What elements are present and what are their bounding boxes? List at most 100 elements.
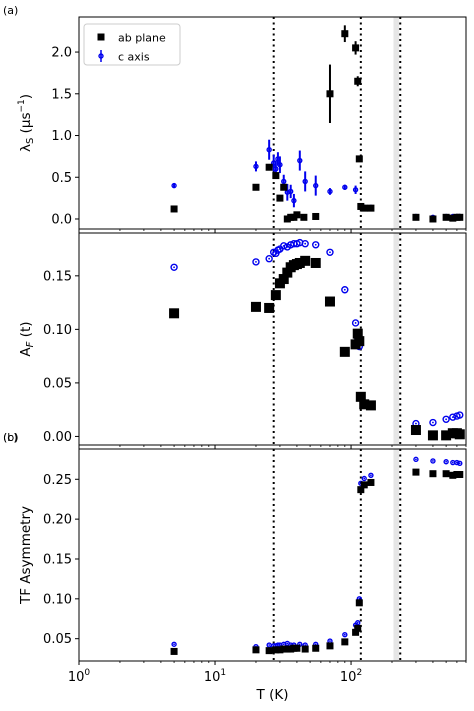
data-point-c [342, 631, 348, 638]
shaded-band [393, 17, 399, 229]
data-point-c-center [458, 414, 461, 416]
data-point-c [454, 459, 460, 466]
data-point-c-center [173, 643, 175, 646]
data-point-c-center [445, 460, 448, 463]
y-tick-label: 0.05 [43, 632, 72, 647]
shaded-band [393, 233, 399, 445]
data-point-ab [449, 214, 457, 222]
data-point-ab [441, 430, 452, 441]
legend-box [83, 23, 181, 66]
data-point-c-center [329, 190, 331, 193]
data-point-c-center [304, 180, 307, 183]
data-point-c [326, 248, 334, 256]
data-point-ab [324, 296, 335, 307]
data-point-c-center [458, 462, 461, 465]
data-point-ab [265, 163, 273, 171]
data-point-c-center [282, 180, 285, 183]
data-point-c [352, 187, 359, 193]
data-point-c-center [298, 241, 301, 244]
y-tick-label: 0.05 [43, 376, 72, 391]
data-point-c-center [451, 461, 454, 464]
data-point-ab [326, 642, 334, 650]
data-point-c [281, 178, 287, 185]
data-point-ab [454, 429, 465, 440]
data-point-c [291, 197, 297, 204]
legend-marker-ab [97, 33, 105, 41]
data-point-c-center [255, 261, 257, 263]
series-ab [170, 468, 464, 655]
data-point-c-center [432, 421, 434, 424]
data-point-c [266, 147, 272, 153]
axes-frame [78, 16, 467, 230]
data-point-ab [359, 399, 370, 410]
data-point-ab [300, 255, 311, 266]
data-point-ab [456, 213, 464, 221]
data-point-ab [170, 647, 178, 655]
data-point-c-center [286, 191, 289, 194]
data-point-c [277, 162, 283, 168]
series-ab [170, 25, 464, 223]
data-point-c [413, 456, 419, 463]
data-point-ab [355, 391, 366, 402]
legend-marker-c [98, 53, 104, 59]
data-point-c [301, 240, 309, 248]
data-point-c-center [445, 418, 448, 421]
data-point-c-center [286, 642, 289, 645]
data-point-ab [312, 212, 320, 220]
y-tick-label: 0.10 [43, 592, 72, 607]
data-point-ab [352, 628, 360, 636]
data-point-c-center [292, 199, 295, 202]
data-point-ab [352, 328, 363, 339]
data-point-c-center [363, 477, 366, 480]
panel-label: (a) [3, 4, 18, 17]
data-point-c [351, 319, 360, 327]
data-point-ab [429, 470, 437, 478]
data-point-c-center [354, 188, 357, 191]
data-point-c-center [279, 644, 281, 646]
data-point-c-center [268, 148, 271, 151]
data-point-ab [367, 478, 375, 486]
data-point-ab [339, 346, 350, 357]
data-point-c [443, 459, 449, 465]
data-point-c-center [314, 184, 317, 187]
x-tick-label: 100 [68, 668, 91, 685]
y-axis-label: TF Asymmetry [18, 506, 34, 605]
data-point-c [442, 415, 450, 424]
data-point-c-center [314, 643, 317, 646]
data-point-ab [294, 257, 305, 268]
y-tick-label: 0.10 [43, 323, 72, 338]
y-tick-label: 1.5 [51, 87, 72, 102]
data-point-c [342, 184, 348, 190]
panel-a: 0.0 0.5 1.0 1.5 2.0 (a) λS (μs−1) ab plane c axi… [3, 4, 467, 233]
data-point-c-center [268, 644, 271, 646]
data-point-c [429, 418, 437, 427]
legend: ab plane c axis [83, 23, 181, 66]
data-point-ab [264, 302, 275, 313]
data-point-ab [412, 468, 420, 476]
data-point-c-center [173, 184, 175, 187]
y-tick-label: 2.0 [51, 46, 72, 61]
axes-frame [78, 448, 467, 662]
data-point-ab [252, 183, 260, 191]
data-point-c [171, 182, 177, 189]
data-point-ab [429, 215, 437, 223]
data-point-c-center [358, 597, 361, 600]
data-point-ab [280, 183, 288, 191]
data-point-ab [355, 155, 363, 163]
data-point-ab [412, 213, 420, 221]
data-point-ab [270, 290, 281, 301]
data-point-c-center [343, 186, 346, 189]
data-point-c-center [343, 288, 346, 291]
data-point-ab [276, 194, 284, 202]
legend-marker-c-center [100, 55, 102, 57]
data-point-ab [360, 204, 368, 212]
data-point-c-center [289, 190, 292, 193]
data-point-c-center [356, 621, 359, 624]
data-point-c-center [173, 266, 175, 269]
data-point-c [449, 413, 457, 421]
data-point-ab [252, 646, 260, 654]
data-point-c-center [282, 643, 285, 646]
data-point-ab [354, 624, 362, 632]
data-point-c-center [432, 460, 434, 462]
data-point-c-center [370, 474, 372, 477]
